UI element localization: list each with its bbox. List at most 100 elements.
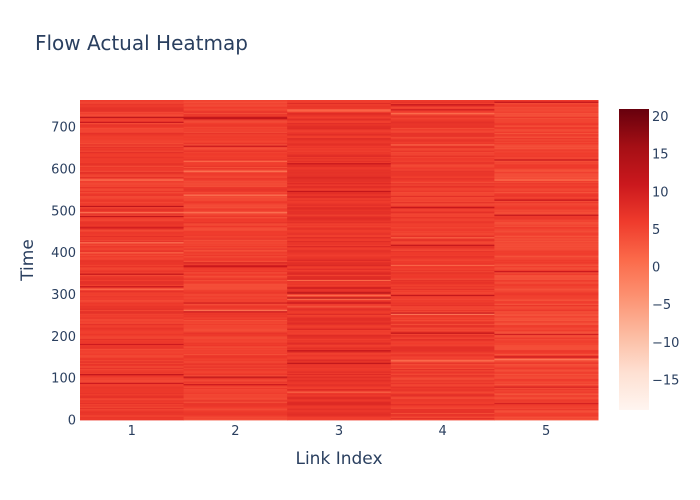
heatmap-cell	[390, 343, 495, 346]
heatmap-cell	[390, 392, 495, 395]
heatmap-cell	[494, 194, 599, 196]
heatmap-cell	[494, 349, 599, 352]
heatmap-cell	[390, 185, 495, 187]
x-tick-label: 5	[542, 424, 550, 439]
heatmap-cell	[390, 374, 495, 377]
heatmap-cell	[287, 190, 392, 192]
heatmap-cell	[183, 300, 288, 303]
heatmap-cell	[80, 402, 185, 405]
heatmap-cell	[183, 373, 288, 376]
heatmap-cell	[494, 185, 599, 187]
heatmap-cell	[494, 174, 599, 176]
heatmap-cell	[80, 112, 185, 115]
heatmap-cell	[390, 271, 495, 274]
heatmap-cell	[287, 345, 392, 348]
heatmap-cell	[183, 270, 288, 273]
heatmap-cell	[390, 391, 495, 393]
heatmap-cell	[287, 298, 392, 300]
heatmap-cell	[80, 143, 185, 146]
heatmap-cell	[183, 138, 288, 141]
heatmap-cell	[287, 393, 392, 396]
heatmap-cell	[183, 130, 288, 132]
heatmap-cell	[80, 335, 185, 338]
heatmap-cell	[183, 399, 288, 402]
heatmap-cell	[287, 102, 392, 105]
heatmap-cell	[390, 235, 495, 238]
heatmap-cell	[390, 249, 495, 251]
heatmap-cell	[494, 228, 599, 230]
heatmap-cell	[494, 368, 599, 371]
heatmap-cell	[390, 244, 495, 246]
heatmap-cell	[80, 276, 185, 279]
heatmap-cell	[390, 253, 495, 255]
heatmap-cell	[183, 389, 288, 392]
heatmap-cell	[80, 411, 185, 413]
heatmap-cell	[287, 261, 392, 264]
heatmap-cell	[287, 339, 392, 342]
heatmap-cell	[494, 343, 599, 346]
heatmap-cell	[494, 187, 599, 190]
heatmap-cell	[494, 286, 599, 289]
heatmap-cell	[390, 117, 495, 120]
heatmap-cell	[80, 162, 185, 165]
heatmap-cell	[183, 416, 288, 418]
heatmap-cell	[80, 295, 185, 298]
heatmap-cell	[390, 160, 495, 162]
heatmap-cell	[183, 241, 288, 244]
heatmap-cell	[183, 190, 288, 192]
heatmap-cell	[494, 290, 599, 293]
heatmap-cell	[494, 199, 599, 201]
heatmap-cell	[80, 189, 185, 191]
heatmap-cell	[183, 283, 288, 285]
heatmap-cell	[494, 322, 599, 324]
heatmap-cell	[287, 407, 392, 410]
heatmap-cell	[494, 245, 599, 248]
heatmap-cell	[287, 368, 392, 371]
heatmap-cell	[287, 300, 392, 303]
heatmap-cell	[494, 155, 599, 157]
heatmap-cell	[494, 347, 599, 349]
heatmap-cell	[80, 111, 185, 113]
heatmap-cell	[494, 418, 599, 421]
heatmap-cell	[183, 329, 288, 332]
heatmap-cell	[80, 275, 185, 278]
heatmap-cell	[183, 333, 288, 336]
heatmap-cell	[183, 182, 288, 185]
heatmap-cell	[287, 199, 392, 201]
heatmap-cell	[494, 356, 599, 358]
heatmap-cell	[287, 412, 392, 415]
heatmap-cell	[494, 332, 599, 334]
heatmap-cell	[287, 120, 392, 122]
heatmap-cell	[80, 241, 185, 244]
heatmap-cell	[494, 366, 599, 368]
heatmap-cell	[287, 110, 392, 112]
heatmap-cell	[287, 288, 392, 290]
heatmap-cell	[287, 329, 392, 332]
heatmap-cell	[494, 298, 599, 300]
heatmap-cell	[183, 171, 288, 174]
heatmap-cell	[390, 363, 495, 366]
heatmap-cell	[287, 111, 392, 113]
heatmap-cell	[390, 136, 495, 139]
heatmap-cell	[494, 407, 599, 410]
heatmap-cell	[80, 131, 185, 134]
heatmap-cell	[80, 219, 185, 221]
heatmap-cell	[390, 273, 495, 275]
heatmap-cell	[80, 169, 185, 171]
heatmap-cell	[494, 240, 599, 243]
heatmap-cell	[183, 200, 288, 203]
heatmap-cell	[183, 383, 288, 386]
colorbar-tick-label: 20	[652, 110, 669, 125]
heatmap-cell	[390, 418, 495, 421]
heatmap-cell	[390, 298, 495, 300]
heatmap-cell	[287, 305, 392, 308]
heatmap-cell	[494, 314, 599, 317]
heatmap-cell	[183, 194, 288, 196]
heatmap-cell	[183, 145, 288, 147]
heatmap-cell	[287, 184, 392, 186]
heatmap-cell	[390, 414, 495, 417]
heatmap-cell	[80, 329, 185, 332]
heatmap-cell	[494, 160, 599, 162]
heatmap-cell	[287, 113, 392, 116]
heatmap-cell	[494, 246, 599, 249]
